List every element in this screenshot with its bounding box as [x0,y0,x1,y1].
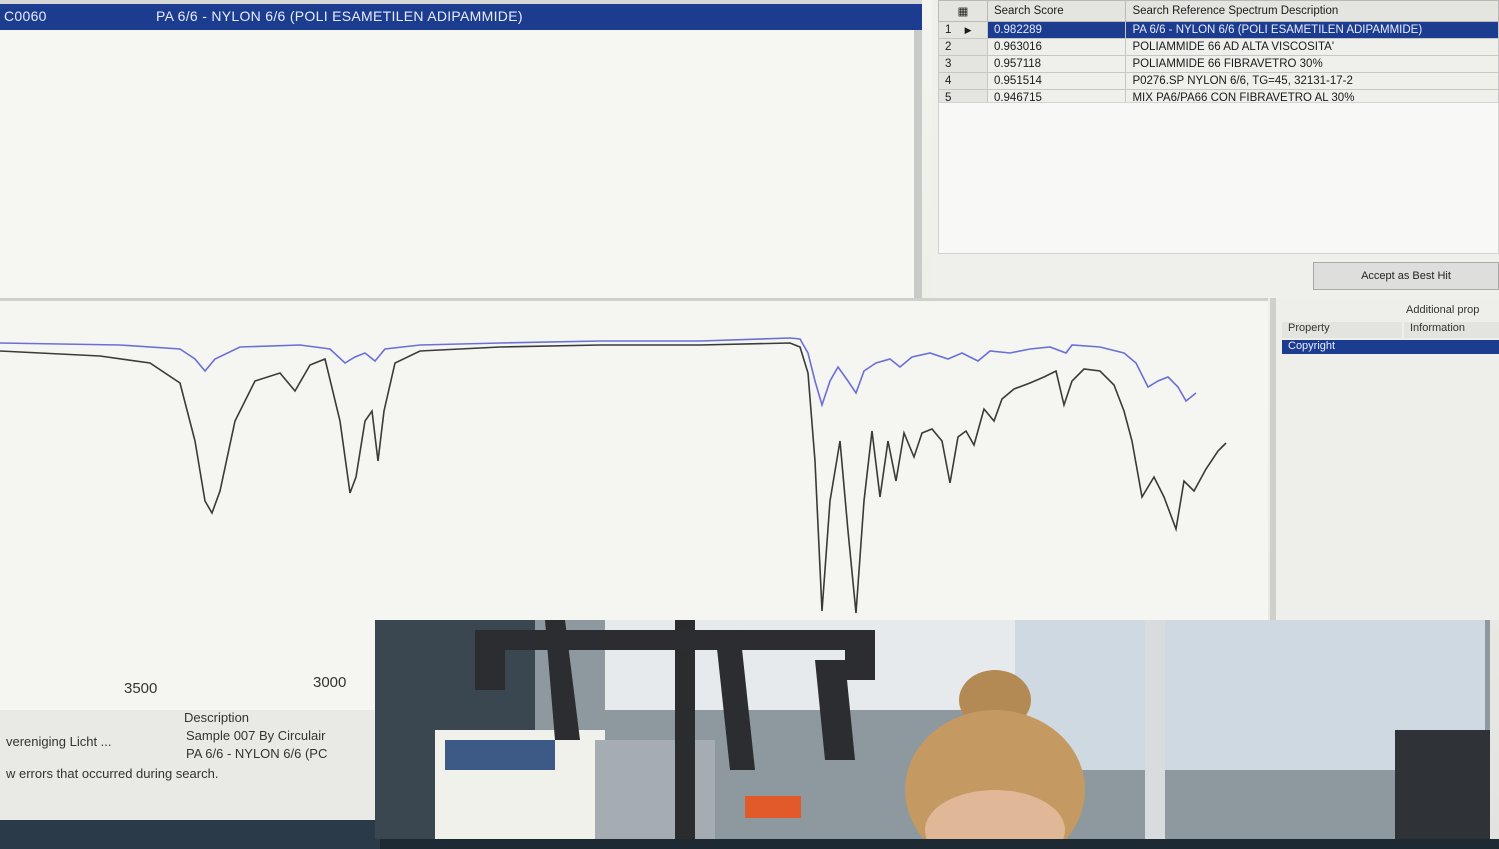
match-description: PA 6/6 - NYLON 6/6 (PC [186,746,328,761]
table-row[interactable]: 3 0.957118 POLIAMMIDE 66 FIBRAVETRO 30% [938,55,1499,73]
x-tick-3000: 3000 [313,674,347,691]
row-description: PA 6/6 - NYLON 6/6 (POLI ESAMETILEN ADIP… [1125,21,1499,39]
table-row[interactable]: 1 ▶ 0.982289 PA 6/6 - NYLON 6/6 (POLI ES… [938,21,1499,39]
column-header-description[interactable]: Search Reference Spectrum Description [1125,0,1499,22]
row-score: 0.957118 [986,55,1127,73]
sample-description: Sample 007 By Circulair [186,728,326,743]
search-results-panel: ▦ Search Score Search Reference Spectrum… [932,0,1499,298]
sample-spectrum-line [0,342,1227,614]
spectrum-svg [0,337,1227,614]
select-all-corner[interactable]: ▦ [938,0,988,22]
best-hit-table-header [0,0,922,4]
column-header-score[interactable]: Search Score [986,0,1127,22]
library-name: vereniging Licht ... [6,734,112,749]
additional-properties-panel: Additional prop Property Information Cop… [1270,298,1499,620]
accept-as-best-hit-button[interactable]: Accept as Best Hit [1313,262,1499,290]
column-header-information[interactable]: Information [1404,322,1499,338]
monitor-bezel [0,820,380,849]
photo-overlay [375,620,1490,839]
best-hit-description: PA 6/6 - NYLON 6/6 (POLI ESAMETILEN ADIP… [156,8,523,24]
photo-scene [375,620,1490,839]
search-info-area: Description vereniging Licht ... Sample … [0,710,380,849]
search-results-table: ▦ Search Score Search Reference Spectrum… [938,0,1499,107]
properties-title: Additional prop [1406,304,1480,316]
table-row[interactable]: 2 0.963016 POLIAMMIDE 66 AD ALTA VISCOSI… [938,38,1499,56]
results-empty-area [938,102,1499,254]
row-description: POLIAMMIDE 66 FIBRAVETRO 30% [1125,55,1499,73]
row-description: POLIAMMIDE 66 AD ALTA VISCOSITA' [1125,38,1499,56]
row-score: 0.963016 [986,38,1127,56]
best-hit-table: C0060 PA 6/6 - NYLON 6/6 (POLI ESAMETILE… [0,0,922,298]
property-row-copyright[interactable]: Copyright [1282,340,1499,354]
status-message: w errors that occurred during search. [6,766,219,781]
best-hit-id: C0060 [4,8,47,24]
table-row[interactable]: 4 0.951514 P0276.SP NYLON 6/6, TG=45, 32… [938,72,1499,90]
description-header: Description [184,710,250,725]
best-hit-selected-row[interactable]: C0060 PA 6/6 - NYLON 6/6 (POLI ESAMETILE… [0,4,922,30]
reference-spectrum-line [0,337,1197,408]
column-header-property[interactable]: Property [1282,322,1402,338]
row-index: 3 [938,55,988,73]
row-description: P0276.SP NYLON 6/6, TG=45, 32131-17-2 [1125,72,1499,90]
row-index: 4 [938,72,988,90]
row-index: 2 [938,38,988,56]
row-score: 0.951514 [986,72,1127,90]
row-index: 1 ▶ [938,21,988,39]
x-tick-3500: 3500 [124,680,158,697]
row-score: 0.982289 [986,21,1127,39]
